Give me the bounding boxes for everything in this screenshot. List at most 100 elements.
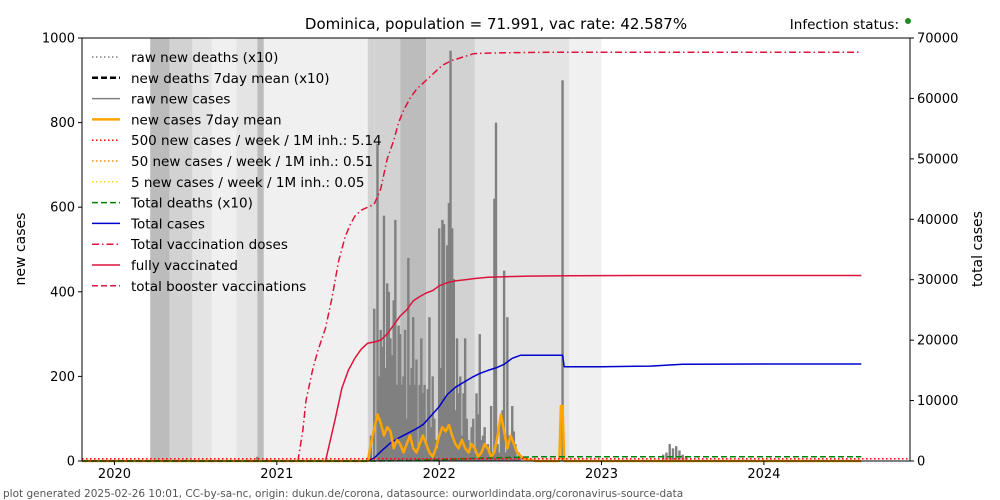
left-y-tick-label-4: 800	[50, 116, 75, 131]
raw-new-cases-bar-75	[491, 452, 494, 461]
raw-new-cases-bar-92	[519, 456, 522, 461]
raw-new-cases-bar-32	[421, 393, 425, 461]
raw-new-cases-bar-43	[439, 367, 442, 461]
shade-period-13	[569, 38, 602, 461]
raw-new-cases-bar-50	[450, 228, 454, 461]
legend-label-5: 50 new cases / week / 1M inh.: 0.51	[131, 154, 373, 170]
raw-new-cases-bar-77	[494, 122, 498, 461]
raw-new-cases-bar-56	[460, 435, 464, 461]
right-y-tick-label-5: 50000	[917, 152, 958, 167]
raw-new-cases-bar-12	[389, 338, 392, 461]
raw-new-cases-bar-93	[561, 80, 564, 462]
raw-new-cases-bar-28	[415, 359, 418, 461]
raw-new-cases-bar-31	[420, 338, 423, 461]
raw-new-cases-bar-74	[489, 406, 493, 461]
raw-new-cases-bar-48	[447, 202, 451, 461]
raw-new-cases-bar-64	[473, 452, 477, 461]
raw-new-cases-bar-24	[408, 384, 412, 461]
raw-new-cases-bar-89	[514, 444, 517, 461]
raw-new-cases-bar-13	[390, 355, 394, 461]
left-y-tick-label-5: 1000	[42, 32, 75, 47]
raw-new-cases-bar-65	[475, 393, 478, 461]
raw-new-cases-bar-55	[459, 376, 462, 461]
raw-new-cases-bar-94	[662, 454, 665, 461]
raw-new-cases-bar-41	[436, 448, 439, 461]
raw-new-cases-bar-37	[429, 427, 433, 461]
raw-new-cases-bar-36	[428, 317, 431, 461]
raw-new-cases-bar-58	[463, 338, 467, 461]
raw-new-cases-bar-80	[499, 418, 503, 461]
raw-new-cases-bar-45	[442, 224, 446, 461]
raw-new-cases-bar-85	[507, 435, 511, 461]
left-y-axis-label: new cases	[13, 213, 29, 286]
raw-new-cases-bar-9	[384, 367, 387, 461]
raw-new-cases-bar-21	[403, 329, 407, 461]
raw-new-cases-bar-79	[498, 452, 501, 461]
x-axis-ticks: 2020 2021 2022 2023 2024	[98, 461, 780, 482]
raw-new-cases-bar-44	[441, 219, 444, 461]
legend-label-2: raw new cases	[131, 92, 230, 108]
raw-new-cases-bar-49	[449, 50, 452, 461]
left-y-tick-label-3: 600	[50, 201, 75, 216]
series-line-1	[324, 274, 862, 462]
raw-new-cases-bar-10	[386, 283, 389, 461]
shade-period-0	[150, 38, 170, 461]
right-y-tick-label-3: 30000	[917, 273, 958, 288]
x-tick-label-0: 2020	[98, 467, 131, 482]
raw-new-cases-bar-54	[457, 393, 460, 461]
raw-new-cases-bar-6	[379, 329, 382, 461]
left-y-axis-ticks: 0 200 400 600 800 1000	[42, 32, 82, 470]
chart-title: Dominica, population = 71.991, vac rate:…	[305, 15, 687, 33]
infection-status-label: Infection status:	[790, 17, 899, 33]
raw-new-cases-bar-61	[468, 452, 472, 461]
raw-new-cases-bar-35	[426, 389, 430, 461]
raw-new-cases-bar-3	[373, 308, 376, 461]
raw-new-cases-bar-30	[418, 384, 421, 461]
left-y-tick-label-0: 0	[67, 455, 75, 470]
shade-period-1	[169, 38, 193, 461]
series-line-0	[297, 51, 862, 462]
raw-new-cases-bar-67	[478, 334, 481, 461]
shade-period-8	[367, 38, 375, 461]
raw-new-cases-bar-59	[465, 418, 468, 461]
raw-new-cases-bar-14	[392, 300, 395, 461]
right-y-tick-label-1: 10000	[917, 394, 958, 409]
raw-new-cases-bar-25	[410, 367, 413, 461]
infection-status-dot	[905, 18, 911, 24]
raw-new-cases-bar-16	[395, 384, 399, 461]
raw-new-cases-bar-63	[472, 418, 475, 461]
raw-new-cases-bar-26	[412, 317, 415, 461]
raw-new-cases-bar-101	[684, 456, 688, 461]
raw-new-cases-bar-57	[462, 393, 465, 461]
raw-new-cases-bar-100	[681, 454, 684, 461]
raw-new-cases-bar-99	[678, 450, 681, 461]
legend-label-10: fully vaccinated	[131, 258, 238, 274]
raw-new-cases-bar-76	[493, 198, 496, 462]
raw-new-cases-bar-82	[502, 270, 506, 461]
legend-label-9: Total vaccination doses	[130, 237, 288, 253]
raw-new-cases-bar-73	[488, 452, 491, 461]
raw-new-cases-bar-4	[376, 143, 379, 461]
legend-label-8: Total cases	[130, 216, 205, 232]
footer-source-note: plot generated 2025-02-26 10:01, CC-by-s…	[3, 488, 683, 500]
raw-new-cases-bar-47	[446, 245, 449, 461]
raw-new-cases-bar-90	[515, 456, 519, 461]
right-y-axis-label: total cases	[970, 211, 986, 287]
raw-new-cases-bar-51	[452, 279, 455, 461]
raw-new-cases-bar-11	[387, 291, 391, 461]
series-line-3	[82, 404, 862, 463]
raw-new-cases-bar-98	[675, 446, 678, 461]
right-y-tick-label-6: 60000	[917, 92, 958, 107]
shade-period-4	[236, 38, 258, 461]
x-tick-label-3: 2023	[585, 467, 618, 482]
legend: raw new deaths (x10) new deaths 7day mean…	[92, 50, 382, 295]
plot-frame	[81, 37, 911, 462]
raw-new-cases-bar-72	[486, 444, 490, 461]
x-tick-label-4: 2024	[747, 467, 780, 482]
raw-new-cases-bar-84	[506, 317, 509, 461]
raw-new-cases-bar-23	[407, 257, 410, 461]
raw-new-cases-bar-53	[455, 338, 459, 461]
raw-new-cases-bar-87	[511, 406, 514, 461]
legend-label-1: new deaths 7day mean (x10)	[131, 71, 330, 87]
raw-new-cases-bar-20	[402, 376, 405, 461]
